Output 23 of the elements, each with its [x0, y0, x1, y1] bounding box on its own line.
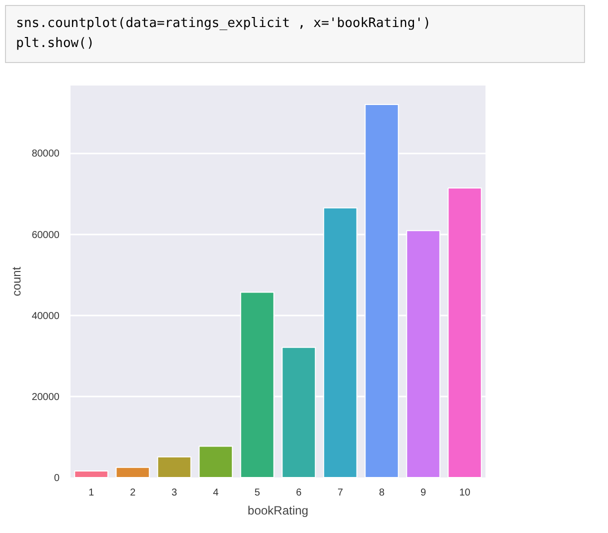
- x-tick-label: 10: [459, 488, 471, 498]
- x-tick-label: 2: [130, 488, 136, 498]
- bar: [157, 456, 192, 478]
- x-axis-title: bookRating: [248, 504, 308, 518]
- x-tick-label: 7: [337, 488, 344, 498]
- y-axis-title: count: [10, 266, 24, 296]
- y-tick-label: 40000: [32, 310, 60, 322]
- x-tick-label: 1: [88, 488, 94, 498]
- x-tick-label: 5: [254, 488, 260, 498]
- y-tick-label: 20000: [32, 392, 60, 403]
- text: plt.show(): [16, 36, 94, 51]
- x-tick-label: 6: [296, 488, 302, 498]
- bar: [74, 470, 108, 478]
- x-tick-label: 8: [378, 488, 385, 498]
- y-tick-label: 60000: [32, 230, 60, 241]
- y-tick-label: 0: [54, 473, 60, 484]
- x-tick-label: 3: [171, 488, 178, 498]
- x-tick-label: 9: [420, 488, 426, 498]
- bar: [116, 466, 150, 478]
- bar: [198, 446, 233, 478]
- text: sns.countplot(data=ratings_explicit , x='bookRating'): [16, 16, 431, 31]
- x-tick-label: 4: [212, 488, 219, 498]
- y-tick-label: 80000: [32, 148, 60, 160]
